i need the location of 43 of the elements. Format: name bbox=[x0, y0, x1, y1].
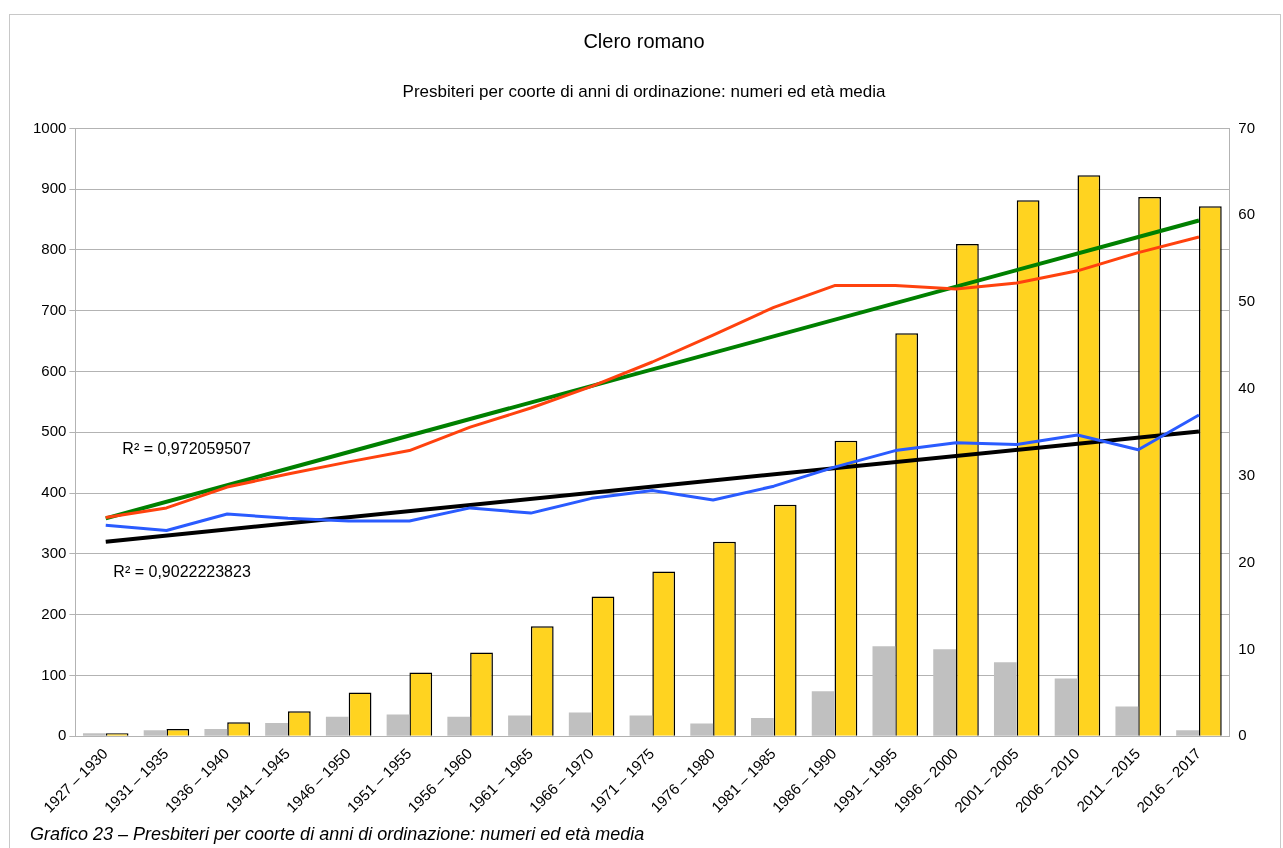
y-tick-label: 0 bbox=[58, 726, 67, 744]
y2-tick-label: 20 bbox=[1238, 552, 1255, 570]
bar bbox=[568, 712, 592, 736]
y2-tick-label: 60 bbox=[1238, 205, 1255, 223]
y2-tick-label: 10 bbox=[1238, 639, 1255, 657]
y2-tick-label: 40 bbox=[1238, 379, 1255, 397]
bar bbox=[629, 715, 653, 736]
bar bbox=[204, 728, 228, 736]
y-tick-label: 900 bbox=[41, 179, 67, 197]
bar bbox=[690, 723, 714, 736]
y2-tick-label: 70 bbox=[1238, 118, 1255, 136]
y-tick-label: 400 bbox=[41, 483, 67, 501]
bar bbox=[1054, 678, 1078, 736]
y-tick-label: 600 bbox=[41, 361, 67, 379]
y-tick-label: 300 bbox=[41, 544, 67, 562]
bar bbox=[265, 722, 288, 736]
bar bbox=[933, 649, 957, 736]
bar bbox=[325, 716, 349, 736]
text: Grafico 23 – Presbiteri per coorte di anni di ordinazione: numeri ed età media bbox=[30, 824, 645, 845]
y2-tick-label: 50 bbox=[1238, 292, 1255, 310]
chart-title: Clero romano bbox=[583, 29, 705, 52]
bar bbox=[1115, 706, 1139, 736]
bar bbox=[872, 646, 896, 736]
bar bbox=[1176, 730, 1199, 736]
bar bbox=[751, 718, 774, 736]
annotation: R² = 0,972059507 bbox=[122, 440, 252, 458]
bar bbox=[143, 730, 167, 736]
y2-tick-label: 30 bbox=[1238, 465, 1255, 483]
y-tick-label: 500 bbox=[41, 422, 67, 440]
bar bbox=[386, 714, 410, 736]
bar bbox=[447, 716, 471, 736]
y-tick-label: 200 bbox=[41, 604, 67, 622]
y-tick-label: 800 bbox=[41, 240, 67, 258]
bar bbox=[82, 733, 106, 736]
y-tick-label: 100 bbox=[41, 665, 67, 683]
bar bbox=[811, 691, 835, 736]
y-tick-label: 1000 bbox=[32, 118, 67, 136]
y2-tick-label: 0 bbox=[1238, 726, 1247, 744]
chart-subtitle: Presbiteri per coorte di anni di ordinazione: numeri ed età media bbox=[402, 81, 886, 101]
y-tick-label: 700 bbox=[41, 300, 67, 318]
bar bbox=[508, 715, 531, 736]
annotation: R² = 0,9022223823 bbox=[113, 563, 251, 581]
bar bbox=[993, 662, 1017, 736]
